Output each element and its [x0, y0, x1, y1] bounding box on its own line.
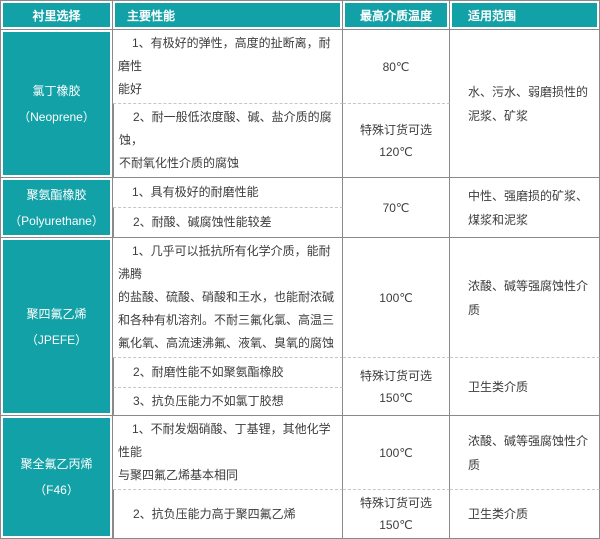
header-lining-select: 衬里选择	[0, 0, 113, 30]
material-name: 聚氨酯橡胶	[26, 187, 87, 202]
material-alias: （Neoprene）	[18, 109, 95, 124]
header-max-medium-temp: 最高介质温度	[343, 0, 450, 30]
material-alias: （JPEFE）	[25, 332, 88, 347]
temp-cell: 100℃	[343, 416, 450, 490]
material-cell-polyurethane: 聚氨酯橡胶 （Polyurethane）	[0, 178, 113, 238]
range-cell: 卫生类介质	[450, 490, 600, 539]
range-cell: 中性、强磨损的矿浆、 煤浆和泥浆	[450, 178, 600, 238]
temp-cell: 特殊订货可选 120℃	[343, 104, 450, 178]
temp-cell: 特殊订货可选 150℃	[343, 490, 450, 539]
performance-cell: 1、有极好的弹性，高度的扯断离，耐磨性 能好	[113, 30, 343, 104]
range-cell: 水、污水、弱磨损性的 泥浆、矿浆	[450, 30, 600, 178]
performance-cell: 1、不耐发烟硝酸、丁基锂，其他化学性能 与聚四氟乙烯基本相同	[113, 416, 343, 490]
temp-value: 120℃	[379, 144, 413, 159]
temp-cell: 70℃	[343, 178, 450, 238]
material-alias: （F46）	[34, 483, 79, 497]
temp-note: 特殊订货可选	[359, 368, 432, 383]
temp-value: 150℃	[379, 390, 413, 405]
header-applicable-range-label: 适用范围	[468, 8, 517, 23]
material-name: 聚四氟乙烯	[26, 306, 87, 321]
material-cell-ptfe: 聚四氟乙烯 （JPEFE）	[0, 238, 113, 416]
range-cell: 卫生类介质	[450, 358, 600, 416]
material-cell-neoprene: 氯丁橡胶 （Neoprene）	[0, 30, 113, 178]
temp-value: 150℃	[379, 518, 413, 532]
performance-cell: 2、耐一般低浓度酸、碱、盐介质的腐蚀， 不耐氧化性介质的腐蚀	[113, 104, 343, 178]
header-applicable-range: 适用范围	[450, 0, 600, 30]
performance-cell: 1、几乎可以抵抗所有化学介质，能耐沸腾 的盐酸、硫酸、硝酸和王水，也能耐浓碱 和…	[113, 238, 343, 358]
performance-cell: 2、耐酸、碱腐蚀性能较差	[113, 208, 343, 238]
temp-cell: 80℃	[343, 30, 450, 104]
temp-cell: 100℃	[343, 238, 450, 358]
range-cell: 浓酸、碱等强腐蚀性介 质	[450, 238, 600, 358]
material-name: 氯丁橡胶	[32, 83, 81, 98]
temp-note: 特殊订货可选	[359, 496, 432, 510]
temp-cell: 特殊订货可选 150℃	[343, 358, 450, 416]
material-name: 聚全氟乙丙烯	[20, 457, 93, 471]
header-main-performance: 主要性能	[113, 0, 343, 30]
performance-cell: 1、具有极好的耐磨性能	[113, 178, 343, 208]
header-main-performance-label: 主要性能	[127, 8, 176, 23]
range-cell: 浓酸、碱等强腐蚀性介 质	[450, 416, 600, 490]
performance-cell: 2、耐磨性能不如聚氨酯橡胶	[113, 358, 343, 388]
temp-note: 特殊订货可选	[359, 122, 432, 137]
material-cell-f46: 聚全氟乙丙烯 （F46）	[0, 416, 113, 539]
performance-cell: 2、抗负压能力高于聚四氟乙烯	[113, 490, 343, 539]
material-alias: （Polyurethane）	[9, 213, 104, 228]
performance-cell: 3、抗负压能力不如氯丁胶想	[113, 388, 343, 416]
